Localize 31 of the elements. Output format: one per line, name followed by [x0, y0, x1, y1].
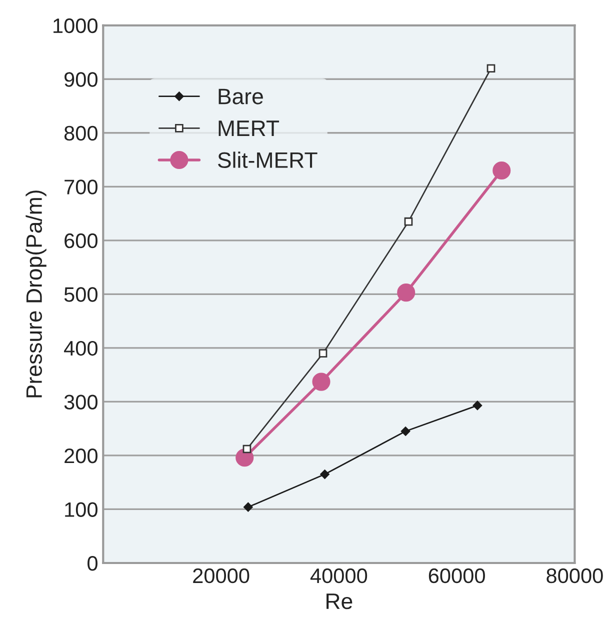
legend-label: Bare [218, 88, 263, 104]
y-tick-label: 800 [64, 126, 98, 141]
point [486, 64, 496, 73]
x-axis-title: Re [326, 594, 352, 610]
point [318, 349, 328, 358]
y-axis-title: Pressure Drop(Pa/m) [26, 190, 46, 398]
legend-label: Slit-MERT [218, 152, 318, 168]
point [242, 444, 252, 454]
y-tick-label: 300 [64, 394, 98, 410]
y-tick-label: 1000 [54, 18, 98, 34]
y-tick-label: 600 [64, 233, 98, 248]
y-tick-label: 900 [64, 72, 98, 87]
y-tick-label: 100 [65, 502, 98, 517]
y-tick-label: 0 [88, 556, 98, 571]
point [492, 161, 511, 180]
point [312, 372, 330, 391]
x-tick-label: 80000 [546, 568, 603, 584]
y-tick-label: 400 [64, 340, 98, 356]
x-tick-label: 20000 [193, 568, 250, 584]
point [397, 284, 416, 302]
x-tick-label: 60000 [428, 568, 485, 584]
point [320, 470, 330, 479]
y-tick-label: 700 [64, 180, 98, 194]
point [400, 426, 410, 436]
y-tick-label: 500 [64, 287, 98, 302]
point [244, 502, 253, 512]
y-tick-label: 200 [64, 448, 98, 464]
point [472, 400, 482, 410]
x-tick-label: 40000 [310, 568, 368, 584]
legend-label: MERT [218, 120, 280, 136]
point [404, 217, 413, 226]
